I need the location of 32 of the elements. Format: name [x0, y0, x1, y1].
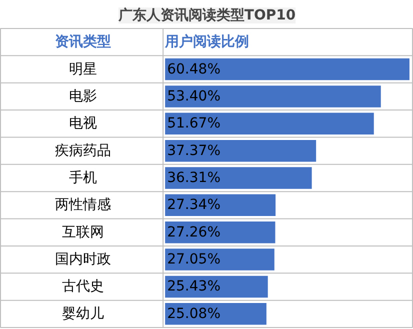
bar	[165, 58, 410, 80]
bar	[165, 194, 276, 216]
y-tick-label: 两性情感	[54, 197, 111, 214]
data-label: 27.34%	[167, 197, 221, 214]
data-label: 27.05%	[167, 252, 221, 268]
bar	[165, 140, 316, 162]
data-label: 53.40%	[167, 88, 221, 104]
bar	[165, 221, 276, 244]
data-label: 36.31%	[167, 170, 221, 186]
y-tick-label: 电视	[68, 116, 97, 132]
bar	[165, 303, 266, 325]
chart-title: 广东人资讯阅读类型TOP10	[117, 6, 296, 24]
data-label: 37.37%	[167, 142, 221, 159]
y-tick-label: 古代史	[62, 278, 104, 295]
x-axis-title: 用户阅读比例	[164, 33, 250, 50]
y-tick-label: 婴幼儿	[62, 306, 104, 322]
data-label: 27.26%	[167, 224, 221, 240]
bar	[165, 112, 374, 135]
y-tick-label: 国内时政	[54, 252, 111, 268]
bar	[165, 86, 381, 108]
y-tick-label: 手机	[68, 170, 97, 186]
y-tick-label: 疾病药品	[54, 142, 111, 159]
bar	[165, 167, 312, 189]
data-label: 51.67%	[167, 116, 221, 132]
data-label: 25.43%	[167, 278, 221, 295]
y-axis-title: 资讯类型	[54, 34, 111, 50]
data-label: 25.08%	[167, 306, 221, 322]
y-tick-label: 电影	[68, 88, 97, 104]
data-label: 60.48%	[167, 61, 221, 78]
bar	[165, 248, 274, 270]
y-tick-label: 明星	[68, 61, 97, 78]
y-tick-label: 互联网	[62, 224, 104, 240]
